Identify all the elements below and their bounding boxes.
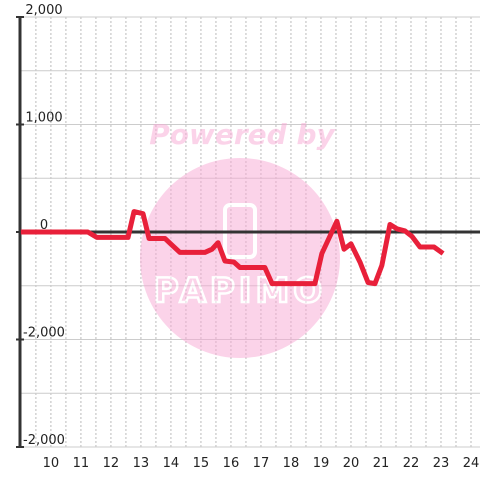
x-tick-label: 15 (193, 456, 210, 471)
x-tick-label: 23 (433, 456, 450, 471)
watermark-logo: PAPIMO (154, 271, 326, 311)
y-tick-label: 2,000 (25, 3, 62, 18)
data-line (20, 209, 445, 287)
x-tick-label: 20 (343, 456, 360, 471)
x-tick-label: 22 (403, 456, 420, 471)
x-tick-label: 13 (133, 456, 150, 471)
x-tick-label: 24 (463, 456, 480, 471)
y-tick-label: 0 (40, 218, 48, 233)
watermark-text: Powered by (149, 118, 336, 151)
x-tick-label: 18 (283, 456, 300, 471)
x-tick-label: 11 (73, 456, 90, 471)
y-tick-label: 1,000 (25, 111, 62, 126)
watermark: Powered by PAPIMO (140, 118, 340, 358)
x-tick-label: 19 (313, 456, 330, 471)
x-tick-label: 10 (43, 456, 60, 471)
x-tick-label: 14 (163, 456, 180, 471)
x-tick-label: 12 (103, 456, 120, 471)
y-tick-label: -2,000 (23, 326, 65, 341)
x-tick-label: 21 (373, 456, 390, 471)
y-tick-label: -2,000 (23, 433, 65, 448)
x-tick-label: 17 (253, 456, 270, 471)
x-tick-label: 16 (223, 456, 240, 471)
